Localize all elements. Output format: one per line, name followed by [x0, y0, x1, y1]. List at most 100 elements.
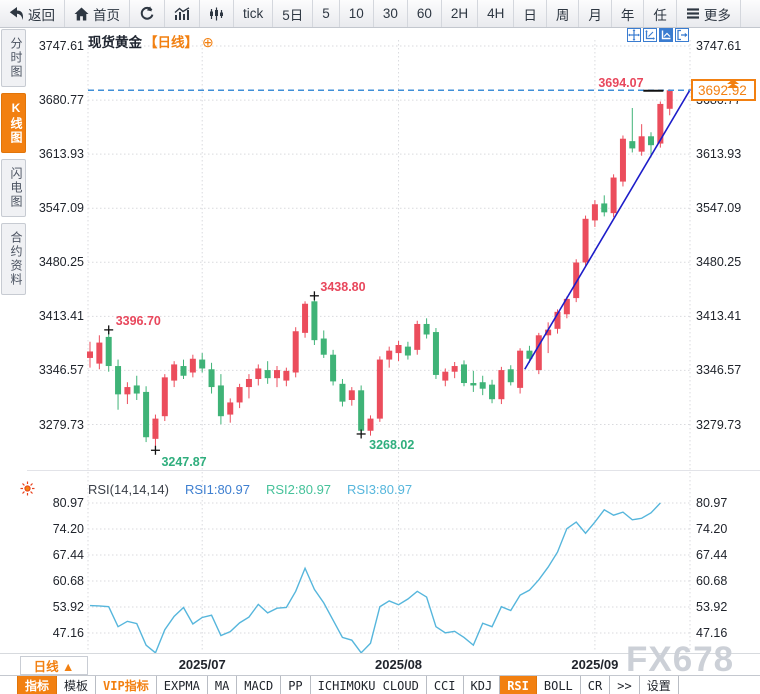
period-selector-tab[interactable]: 日线 ▲ [20, 656, 88, 675]
interval-10-button[interactable]: 10 [340, 0, 374, 27]
candle-body [591, 204, 598, 221]
candle-body [330, 354, 337, 382]
candle-body [161, 377, 168, 417]
candle-body [545, 329, 552, 336]
indicator-settings-icon[interactable] [20, 481, 35, 501]
current-price-value: 3692.92 [698, 82, 747, 98]
crosshair-tool-icon[interactable] [627, 28, 641, 47]
tab-settings[interactable]: 设置 [640, 676, 679, 694]
price-axis-label-left: 3413.41 [38, 309, 84, 324]
candle-body [479, 382, 486, 389]
candlestick-icon [209, 7, 224, 21]
xaxis-month-label: 2025/08 [375, 657, 423, 672]
toolbar-item-label: 5 [322, 6, 330, 21]
tab-expma[interactable]: EXPMA [157, 676, 208, 694]
menu-icon [686, 7, 700, 20]
tab-rsi[interactable]: RSI [500, 676, 537, 694]
auto-fit-tool-icon[interactable] [659, 28, 673, 47]
candle-body [358, 390, 365, 431]
chart-type-candle-button[interactable] [200, 0, 234, 27]
candle-body [236, 387, 243, 403]
price-axis-label-left: 3547.09 [38, 201, 84, 216]
toolbar-item-label: 30 [382, 6, 398, 21]
interval-month-button[interactable]: 月 [579, 0, 612, 27]
refresh-icon [139, 5, 155, 22]
toolbar-item-label: 月 [588, 7, 602, 23]
interval-5-button[interactable]: 5 [313, 0, 340, 27]
axis-scale-tool-icon[interactable] [643, 28, 657, 47]
interval-custom-button[interactable]: 任 [644, 0, 677, 27]
candle-body [367, 418, 374, 431]
refresh-button[interactable] [130, 0, 165, 27]
tab-vip-indicators[interactable]: VIP指标 [96, 676, 157, 694]
brand-watermark: FX678 [626, 640, 735, 679]
back-button[interactable]: 返回 [0, 0, 65, 27]
tab-kdj[interactable]: KDJ [464, 676, 501, 694]
candle-body [171, 364, 178, 381]
tab-macd[interactable]: MACD [237, 676, 282, 694]
price-axis-label-right: 3413.41 [696, 309, 742, 324]
candle-body [489, 384, 496, 400]
candle-body [461, 364, 467, 384]
sidebar-item-contract-info[interactable]: 合约资料 [1, 223, 26, 295]
xaxis-row [0, 653, 760, 676]
interval-60-button[interactable]: 60 [408, 0, 442, 27]
symbol-name: 现货黄金 [88, 35, 142, 50]
rsi-axis-label-right: 80.97 [696, 496, 728, 510]
price-axis-label-left: 3747.61 [38, 39, 84, 53]
sidebar-item-time-chart[interactable]: 分时图 [1, 29, 26, 87]
rsi-axis-label-left: 80.97 [52, 496, 84, 510]
candle-body [619, 138, 626, 182]
candle-body [629, 141, 636, 149]
rsi1-value-label: RSI1:80.97 [184, 482, 250, 497]
candle-body [498, 370, 505, 400]
interval-tick-button[interactable]: tick [234, 0, 274, 27]
interval-4h-button[interactable]: 4H [478, 0, 515, 27]
sidebar-item-kline-chart[interactable]: K线图 [1, 93, 26, 153]
candle-body [124, 387, 131, 395]
interval-30-button[interactable]: 30 [374, 0, 408, 27]
rsi-axis-label-left: 67.44 [52, 548, 84, 563]
chart-type-volume-button[interactable] [165, 0, 200, 27]
price-annotation: 3268.02 [369, 437, 415, 452]
tab-indicators[interactable]: 指标 [17, 676, 58, 694]
trendline [524, 88, 691, 370]
candle-body [376, 359, 383, 419]
rsi-axis-label-left: 74.20 [52, 522, 84, 537]
tab-pp[interactable]: PP [281, 676, 311, 694]
interval-5d-button[interactable]: 5日 [273, 0, 314, 27]
tab-cci[interactable]: CCI [427, 676, 464, 694]
price-annotation: 3396.70 [115, 313, 161, 328]
tab-cr[interactable]: CR [581, 676, 611, 694]
candle-body [274, 370, 280, 379]
tab-ma[interactable]: MA [208, 676, 238, 694]
chart-title: 现货黄金 【日线】 ⊕ [88, 31, 214, 51]
tab-templates[interactable]: 模板 [57, 676, 97, 694]
tab-boll[interactable]: BOLL [537, 676, 581, 694]
candle-body [451, 366, 458, 372]
tab-more-indicators[interactable]: >> [610, 676, 640, 694]
more-button[interactable]: 更多 [677, 0, 741, 27]
tab-ichimoku[interactable]: ICHIMOKU CLOUD [311, 676, 427, 694]
toolbar-item-label: 返回 [28, 7, 55, 23]
interval-week-button[interactable]: 周 [547, 0, 580, 27]
back-icon [9, 6, 24, 21]
home-button[interactable]: 首页 [65, 0, 130, 27]
candle-body [292, 331, 299, 373]
price-axis-label-right: 3480.25 [696, 255, 742, 270]
candle-body [339, 383, 346, 402]
candle-body [283, 370, 290, 381]
candle-body [152, 418, 159, 439]
indicator-toolbar: 指标 模板 VIP指标 EXPMA MA MACD PP ICHIMOKU CLOUD CCI K… [0, 675, 760, 694]
chart-tool-buttons [627, 28, 689, 47]
interval-2h-button[interactable]: 2H [442, 0, 479, 27]
candle-body [264, 370, 271, 379]
candle-body [666, 90, 673, 109]
candle-body [143, 391, 150, 438]
add-indicator-icon[interactable]: ⊕ [202, 34, 214, 50]
toolbar-item-label: 年 [620, 7, 635, 23]
interval-day-button[interactable]: 日 [514, 0, 547, 27]
sidebar-item-lightning-chart[interactable]: 闪电图 [1, 159, 26, 217]
interval-year-button[interactable]: 年 [612, 0, 645, 27]
exit-chart-tool-icon[interactable] [675, 28, 689, 47]
